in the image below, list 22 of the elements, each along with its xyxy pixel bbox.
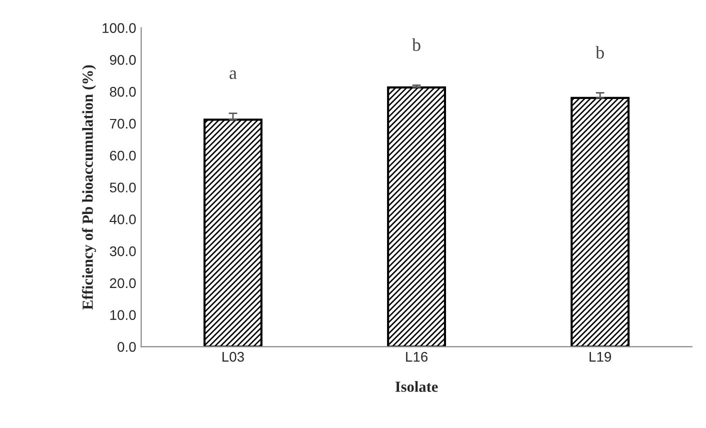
x-tick-label: L19 bbox=[590, 352, 612, 362]
bar bbox=[570, 96, 630, 347]
annotation: b bbox=[412, 38, 420, 51]
x-tick-label: L03 bbox=[222, 352, 244, 362]
bar bbox=[387, 86, 446, 347]
y-tick-label: 50.0 bbox=[110, 182, 136, 192]
y-axis-title: Efficiency of Pb bioaccumulation (%) bbox=[82, 65, 96, 310]
y-tick-label: 0.0 bbox=[118, 342, 136, 352]
x-tick-label: L16 bbox=[406, 352, 428, 362]
annotation: b bbox=[596, 46, 604, 59]
bar bbox=[203, 118, 262, 347]
x-axis-title: Isolate bbox=[395, 381, 438, 392]
y-tick-label: 90.0 bbox=[110, 55, 136, 65]
y-tick-label: 60.0 bbox=[110, 150, 136, 161]
y-tick-label: 10.0 bbox=[110, 310, 136, 320]
y-tick-label: 40.0 bbox=[110, 214, 136, 224]
y-tick-label: 20.0 bbox=[110, 278, 136, 288]
y-tick-label: 100.0 bbox=[102, 23, 136, 33]
annotation: a bbox=[230, 70, 237, 80]
y-tick-label: 30.0 bbox=[110, 246, 136, 256]
y-tick-label: 80.0 bbox=[110, 86, 136, 97]
y-tick-label: 70.0 bbox=[110, 118, 136, 129]
